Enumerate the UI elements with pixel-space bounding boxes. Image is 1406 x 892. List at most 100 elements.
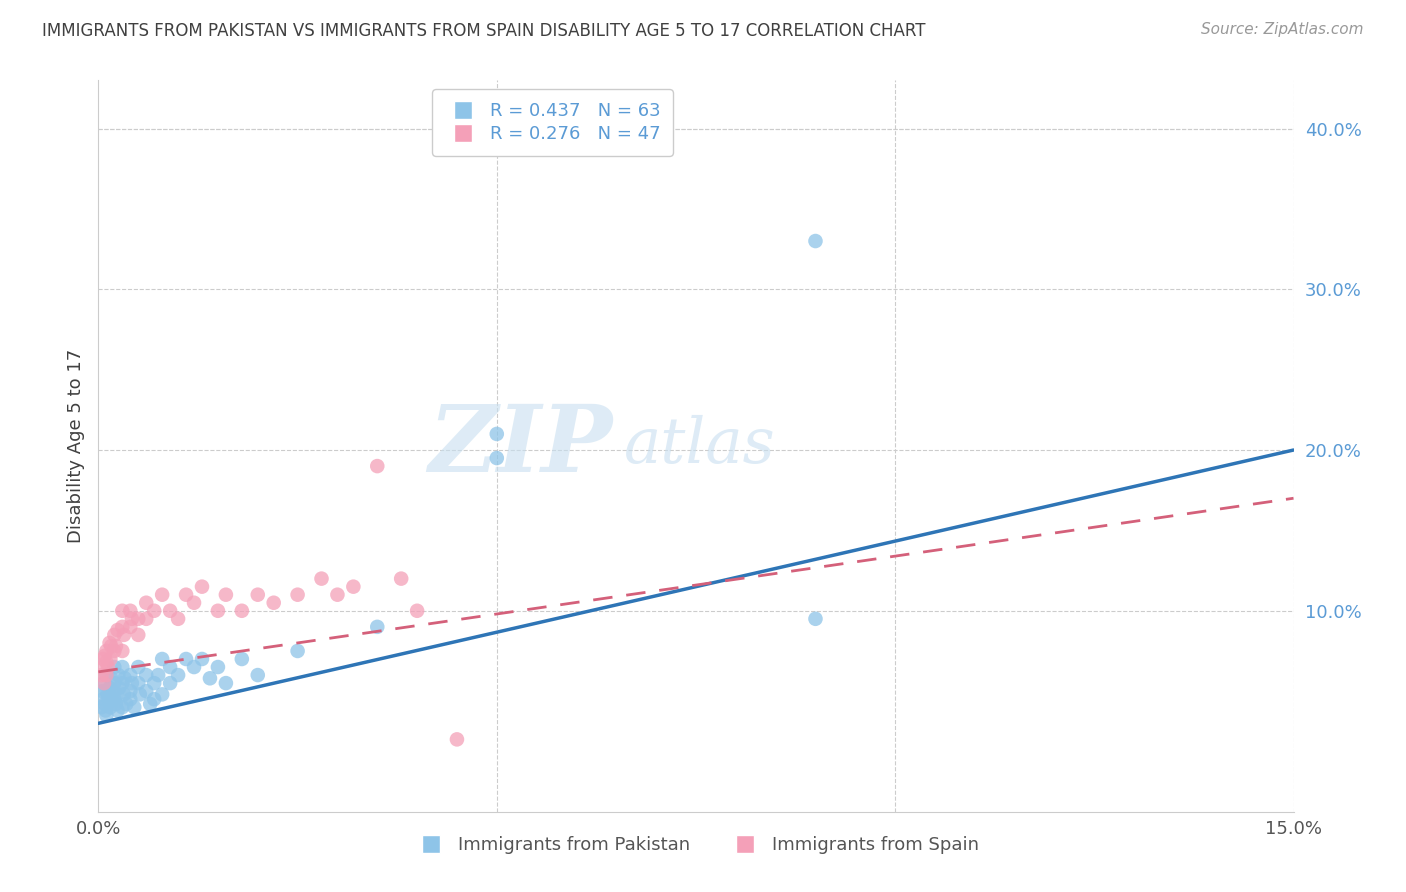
Point (91, 660, 114, 674)
Point (135, 612, 157, 626)
Point (107, 668, 129, 682)
Point (159, 676, 181, 690)
Point (127, 628, 149, 642)
Text: atlas: atlas (624, 415, 776, 477)
Point (111, 660, 134, 674)
Point (246, 588, 269, 602)
Point (198, 671, 221, 685)
Point (94, 648, 117, 663)
Point (111, 676, 134, 690)
Point (287, 644, 309, 658)
Point (311, 572, 333, 586)
Text: IMMIGRANTS FROM PAKISTAN VS IMMIGRANTS FROM SPAIN DISABILITY AGE 5 TO 17 CORRELA: IMMIGRANTS FROM PAKISTAN VS IMMIGRANTS F… (42, 22, 925, 40)
Point (93, 676, 115, 690)
Point (96, 708, 118, 723)
Point (98, 681, 121, 695)
Point (150, 687, 173, 701)
Point (167, 668, 190, 682)
Point (93, 676, 115, 690)
Point (120, 604, 142, 618)
Y-axis label: Disability Age 5 to 17: Disability Age 5 to 17 (66, 349, 84, 543)
Point (128, 687, 150, 701)
Point (91, 684, 114, 698)
Point (159, 660, 181, 674)
Point (91, 652, 114, 666)
Point (103, 692, 125, 706)
Point (389, 572, 412, 586)
Point (98, 636, 121, 650)
Point (143, 692, 166, 706)
Point (215, 588, 238, 602)
Point (100, 639, 122, 653)
Point (406, 604, 429, 618)
Legend: Immigrants from Pakistan, Immigrants from Spain: Immigrants from Pakistan, Immigrants fro… (406, 829, 986, 861)
Point (804, 612, 827, 626)
Point (111, 644, 134, 658)
Point (96, 668, 118, 682)
Point (215, 676, 238, 690)
Point (191, 652, 214, 666)
Point (97, 660, 120, 674)
Point (112, 687, 135, 701)
Point (94, 703, 117, 717)
Point (104, 639, 127, 653)
Point (127, 676, 149, 690)
Point (191, 580, 214, 594)
Point (127, 612, 149, 626)
Point (103, 660, 125, 674)
Point (174, 652, 197, 666)
Point (174, 588, 197, 602)
Point (120, 692, 142, 706)
Point (263, 596, 285, 610)
Point (326, 588, 349, 602)
Point (114, 671, 136, 685)
Point (287, 588, 309, 602)
Point (90, 700, 112, 714)
Point (342, 580, 364, 594)
Point (485, 451, 508, 466)
Text: Source: ZipAtlas.com: Source: ZipAtlas.com (1201, 22, 1364, 37)
Point (121, 676, 143, 690)
Point (111, 700, 134, 714)
Point (97, 692, 120, 706)
Point (101, 684, 124, 698)
Point (98, 652, 122, 666)
Point (231, 652, 253, 666)
Point (96, 655, 118, 669)
Point (96, 684, 118, 698)
Point (104, 697, 127, 711)
Point (366, 459, 388, 474)
Point (135, 596, 157, 610)
Point (96, 668, 118, 682)
Point (120, 684, 142, 698)
Point (94, 697, 117, 711)
Point (167, 612, 190, 626)
Point (127, 660, 149, 674)
Point (143, 604, 166, 618)
Point (103, 644, 125, 658)
Point (150, 652, 173, 666)
Point (120, 668, 142, 682)
Point (112, 628, 135, 642)
Point (143, 676, 166, 690)
Point (148, 668, 170, 682)
Point (115, 697, 138, 711)
Point (804, 234, 827, 248)
Point (111, 604, 134, 618)
Point (103, 676, 125, 690)
Point (139, 697, 162, 711)
Point (446, 732, 468, 747)
Point (183, 596, 205, 610)
Point (100, 671, 122, 685)
Point (366, 620, 388, 634)
Point (485, 426, 508, 441)
Point (120, 620, 142, 634)
Point (107, 703, 129, 717)
Point (207, 604, 229, 618)
Point (207, 660, 229, 674)
Point (97, 687, 120, 701)
Point (246, 668, 269, 682)
Point (96, 644, 118, 658)
Point (231, 604, 253, 618)
Point (135, 684, 157, 698)
